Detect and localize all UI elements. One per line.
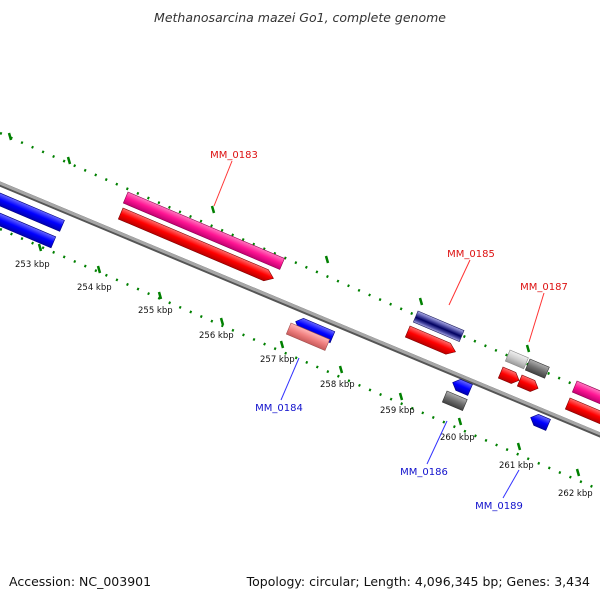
tick-label: 257 kbp: [260, 355, 295, 365]
reverse-strand-genes: [0, 188, 551, 431]
tick-label: 256 kbp: [199, 331, 234, 341]
inner-major-tick: [157, 291, 163, 300]
gene-block[interactable]: [524, 358, 550, 379]
position-labels: 253 kbp 254 kbp 255 kbp 256 kbp 257 kbp …: [15, 260, 593, 499]
outer-tick-ring: [0, 131, 600, 398]
tick-label: 262 kbp: [558, 489, 593, 499]
outer-major-tick: [525, 344, 531, 353]
gene-block[interactable]: [528, 412, 551, 431]
tick-label: 261 kbp: [499, 461, 534, 471]
gene-label-mm0185[interactable]: MM_0185: [447, 249, 495, 260]
leader-line: [280, 357, 300, 401]
inner-major-tick: [219, 317, 225, 326]
inner-major-tick: [338, 365, 344, 374]
inner-major-tick: [575, 468, 581, 477]
leader-line: [213, 160, 233, 207]
backbone-line: [0, 181, 600, 436]
gene-label-mm0189[interactable]: MM_0189: [475, 501, 523, 512]
gene-block[interactable]: [571, 380, 600, 409]
gene-block[interactable]: [450, 377, 473, 396]
inner-tick-ring: [0, 227, 600, 492]
forward-gene-labels: MM_0183 MM_0185 MM_0187: [210, 150, 568, 343]
genome-backbone: [0, 181, 600, 438]
gene-label-mm0183[interactable]: MM_0183: [210, 150, 258, 161]
gene-block[interactable]: [497, 366, 521, 386]
forward-strand-genes: [117, 191, 600, 427]
leader-line: [502, 469, 520, 499]
tick-label: 254 kbp: [77, 283, 112, 293]
outer-major-tick: [418, 297, 424, 306]
accession-text: Accession: NC_003901: [9, 574, 151, 589]
tick-label: 253 kbp: [15, 260, 50, 270]
gene-block[interactable]: [122, 191, 285, 270]
tick-label: 259 kbp: [380, 406, 415, 416]
gene-block[interactable]: [404, 325, 458, 357]
genome-title: Methanosarcina mazei Go1, complete genom…: [154, 10, 446, 25]
tick-label: 260 kbp: [440, 433, 475, 443]
inner-major-tick: [398, 392, 404, 401]
gene-block[interactable]: [516, 374, 540, 394]
inner-major-tick: [279, 340, 285, 349]
inner-major-tick: [37, 243, 43, 252]
gene-label-mm0186[interactable]: MM_0186: [400, 467, 448, 478]
gene-block[interactable]: [504, 349, 529, 370]
outer-major-tick: [66, 156, 72, 165]
gene-block[interactable]: [441, 390, 468, 412]
tick-label: 258 kbp: [320, 380, 355, 390]
outer-major-tick: [324, 255, 330, 264]
gene-block[interactable]: [0, 206, 57, 249]
outer-major-tick: [210, 205, 216, 214]
inner-major-tick: [96, 265, 102, 274]
gene-block[interactable]: [564, 397, 600, 427]
gene-block[interactable]: [0, 188, 65, 232]
leader-line: [448, 259, 471, 306]
gene-block[interactable]: [412, 310, 465, 342]
leader-line: [426, 420, 448, 465]
outer-major-tick: [7, 132, 13, 141]
inner-major-tick: [457, 417, 463, 426]
leader-line: [528, 292, 545, 343]
reverse-gene-labels: MM_0184 MM_0186 MM_0189: [255, 357, 523, 512]
genome-summary-text: Topology: circular; Length: 4,096,345 bp…: [246, 574, 590, 589]
gene-label-mm0187[interactable]: MM_0187: [520, 282, 568, 293]
inner-major-tick: [516, 442, 522, 451]
tick-label: 255 kbp: [138, 306, 173, 316]
gene-block[interactable]: [117, 207, 275, 284]
gene-label-mm0184[interactable]: MM_0184: [255, 403, 303, 414]
gene-block[interactable]: [285, 322, 331, 351]
